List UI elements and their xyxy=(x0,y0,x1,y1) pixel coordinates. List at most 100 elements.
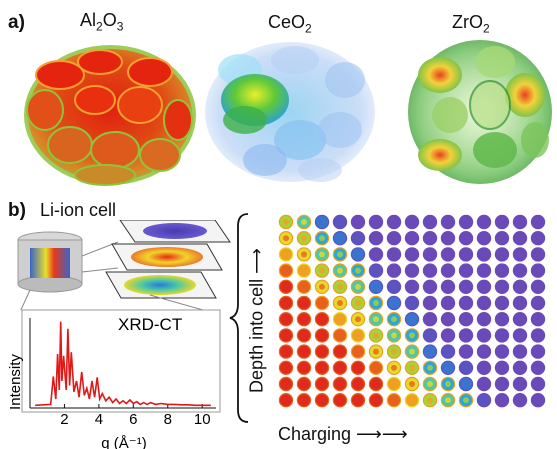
slice-dot xyxy=(530,247,546,262)
slice-dot-core xyxy=(337,251,343,258)
slice-dot xyxy=(350,214,366,230)
slice-dot xyxy=(386,279,402,295)
xrd-pattern-line xyxy=(35,321,211,407)
slice-dot xyxy=(332,392,348,408)
slice-dot xyxy=(440,344,456,359)
slice-dot xyxy=(368,360,384,375)
slice-dot xyxy=(458,376,474,392)
slice-dot xyxy=(296,328,312,343)
curly-brace xyxy=(229,213,249,423)
slice-dot xyxy=(530,231,546,246)
slice-dot xyxy=(422,214,438,230)
slice-dot xyxy=(314,344,330,359)
slice-dot xyxy=(314,328,330,343)
depth-arrow-icon: ⟶ xyxy=(246,248,267,279)
slice-dot-core xyxy=(391,364,397,371)
slice-dot xyxy=(512,263,528,278)
slice-dot xyxy=(476,311,492,327)
slice-dot xyxy=(314,360,330,375)
slice-dot xyxy=(332,328,348,343)
slice-dot-core xyxy=(373,332,379,339)
slice-dot-core xyxy=(391,332,397,339)
slice-dot xyxy=(512,344,528,359)
slice-dot-core xyxy=(301,235,307,242)
slice-dot xyxy=(458,344,474,359)
slice-dot xyxy=(296,344,312,359)
slice-dot xyxy=(494,376,510,392)
slice-dot-core xyxy=(427,397,433,404)
slice-dot xyxy=(494,360,510,375)
slice-dot xyxy=(296,295,312,311)
slice-dot-core xyxy=(391,348,397,355)
x-tick-label: 6 xyxy=(129,411,137,428)
slice-dot xyxy=(494,247,510,262)
slice-dot xyxy=(422,328,438,343)
slice-dot xyxy=(530,360,546,375)
slice-dot xyxy=(476,214,492,230)
slice-dot xyxy=(530,392,546,408)
slice-dot xyxy=(350,360,366,375)
slice-dot xyxy=(350,328,366,343)
slice-dot-core xyxy=(391,316,397,323)
slice-dot xyxy=(278,392,294,408)
slice-dot-core xyxy=(373,348,379,355)
slice-dot xyxy=(494,263,510,278)
slice-dot xyxy=(296,279,312,295)
slice-dot xyxy=(422,247,438,262)
slice-dot xyxy=(422,263,438,278)
slice-dot xyxy=(494,392,510,408)
slice-dot xyxy=(296,392,312,408)
slice-dot xyxy=(296,311,312,327)
slice-dot xyxy=(296,376,312,392)
slice-dot-core xyxy=(463,397,469,404)
slice-dot-core xyxy=(319,251,325,258)
depth-label: Depth into cell xyxy=(246,278,267,393)
charging-arrow-icon: ⟶⟶ xyxy=(351,424,408,444)
slice-dot xyxy=(386,376,402,392)
slice-dot xyxy=(512,295,528,311)
slice-dot xyxy=(404,295,420,311)
material-label-ceo2: CeO2 xyxy=(268,12,312,36)
catalyst-renders xyxy=(24,40,552,186)
slice-dot xyxy=(494,279,510,295)
slice-dot xyxy=(458,295,474,311)
slice-dot xyxy=(512,214,528,230)
slice-dot-core xyxy=(373,300,379,306)
slice-dot xyxy=(530,344,546,359)
slice-dot-core xyxy=(319,283,325,290)
slice-dot xyxy=(314,392,330,408)
slice-dot-core xyxy=(409,348,415,355)
x-tick-label: 2 xyxy=(60,411,68,428)
slice-dot xyxy=(476,279,492,295)
slice-dot xyxy=(350,247,366,262)
slice-dot xyxy=(476,328,492,343)
slice-dot xyxy=(512,328,528,343)
slice-dot xyxy=(350,392,366,408)
slice-dot xyxy=(386,263,402,278)
slice-dot xyxy=(476,295,492,311)
slice-dot-core xyxy=(337,283,343,290)
x-axis-label: q (Å⁻¹) xyxy=(101,435,146,449)
slice-dot xyxy=(440,360,456,375)
slice-dot xyxy=(530,214,546,230)
slice-dot xyxy=(530,279,546,295)
slice-dot xyxy=(296,263,312,278)
slice-dot-core xyxy=(301,251,307,258)
slice-dot xyxy=(476,376,492,392)
slice-dot-core xyxy=(409,364,415,371)
slice-dot xyxy=(332,344,348,359)
slice-dot xyxy=(494,295,510,311)
slice-dot xyxy=(422,279,438,295)
slice-dot xyxy=(458,247,474,262)
slice-dot xyxy=(512,376,528,392)
panel-b-letter: b) xyxy=(8,200,26,221)
slice-dot xyxy=(350,376,366,392)
slice-dot xyxy=(386,231,402,246)
slice-dot-core xyxy=(337,267,343,274)
slice-dot xyxy=(350,344,366,359)
cell-slices-illustration xyxy=(17,220,231,310)
slice-dot xyxy=(278,376,294,392)
slice-dot xyxy=(512,279,528,295)
slice-dot xyxy=(386,247,402,262)
slice-dot xyxy=(512,231,528,246)
